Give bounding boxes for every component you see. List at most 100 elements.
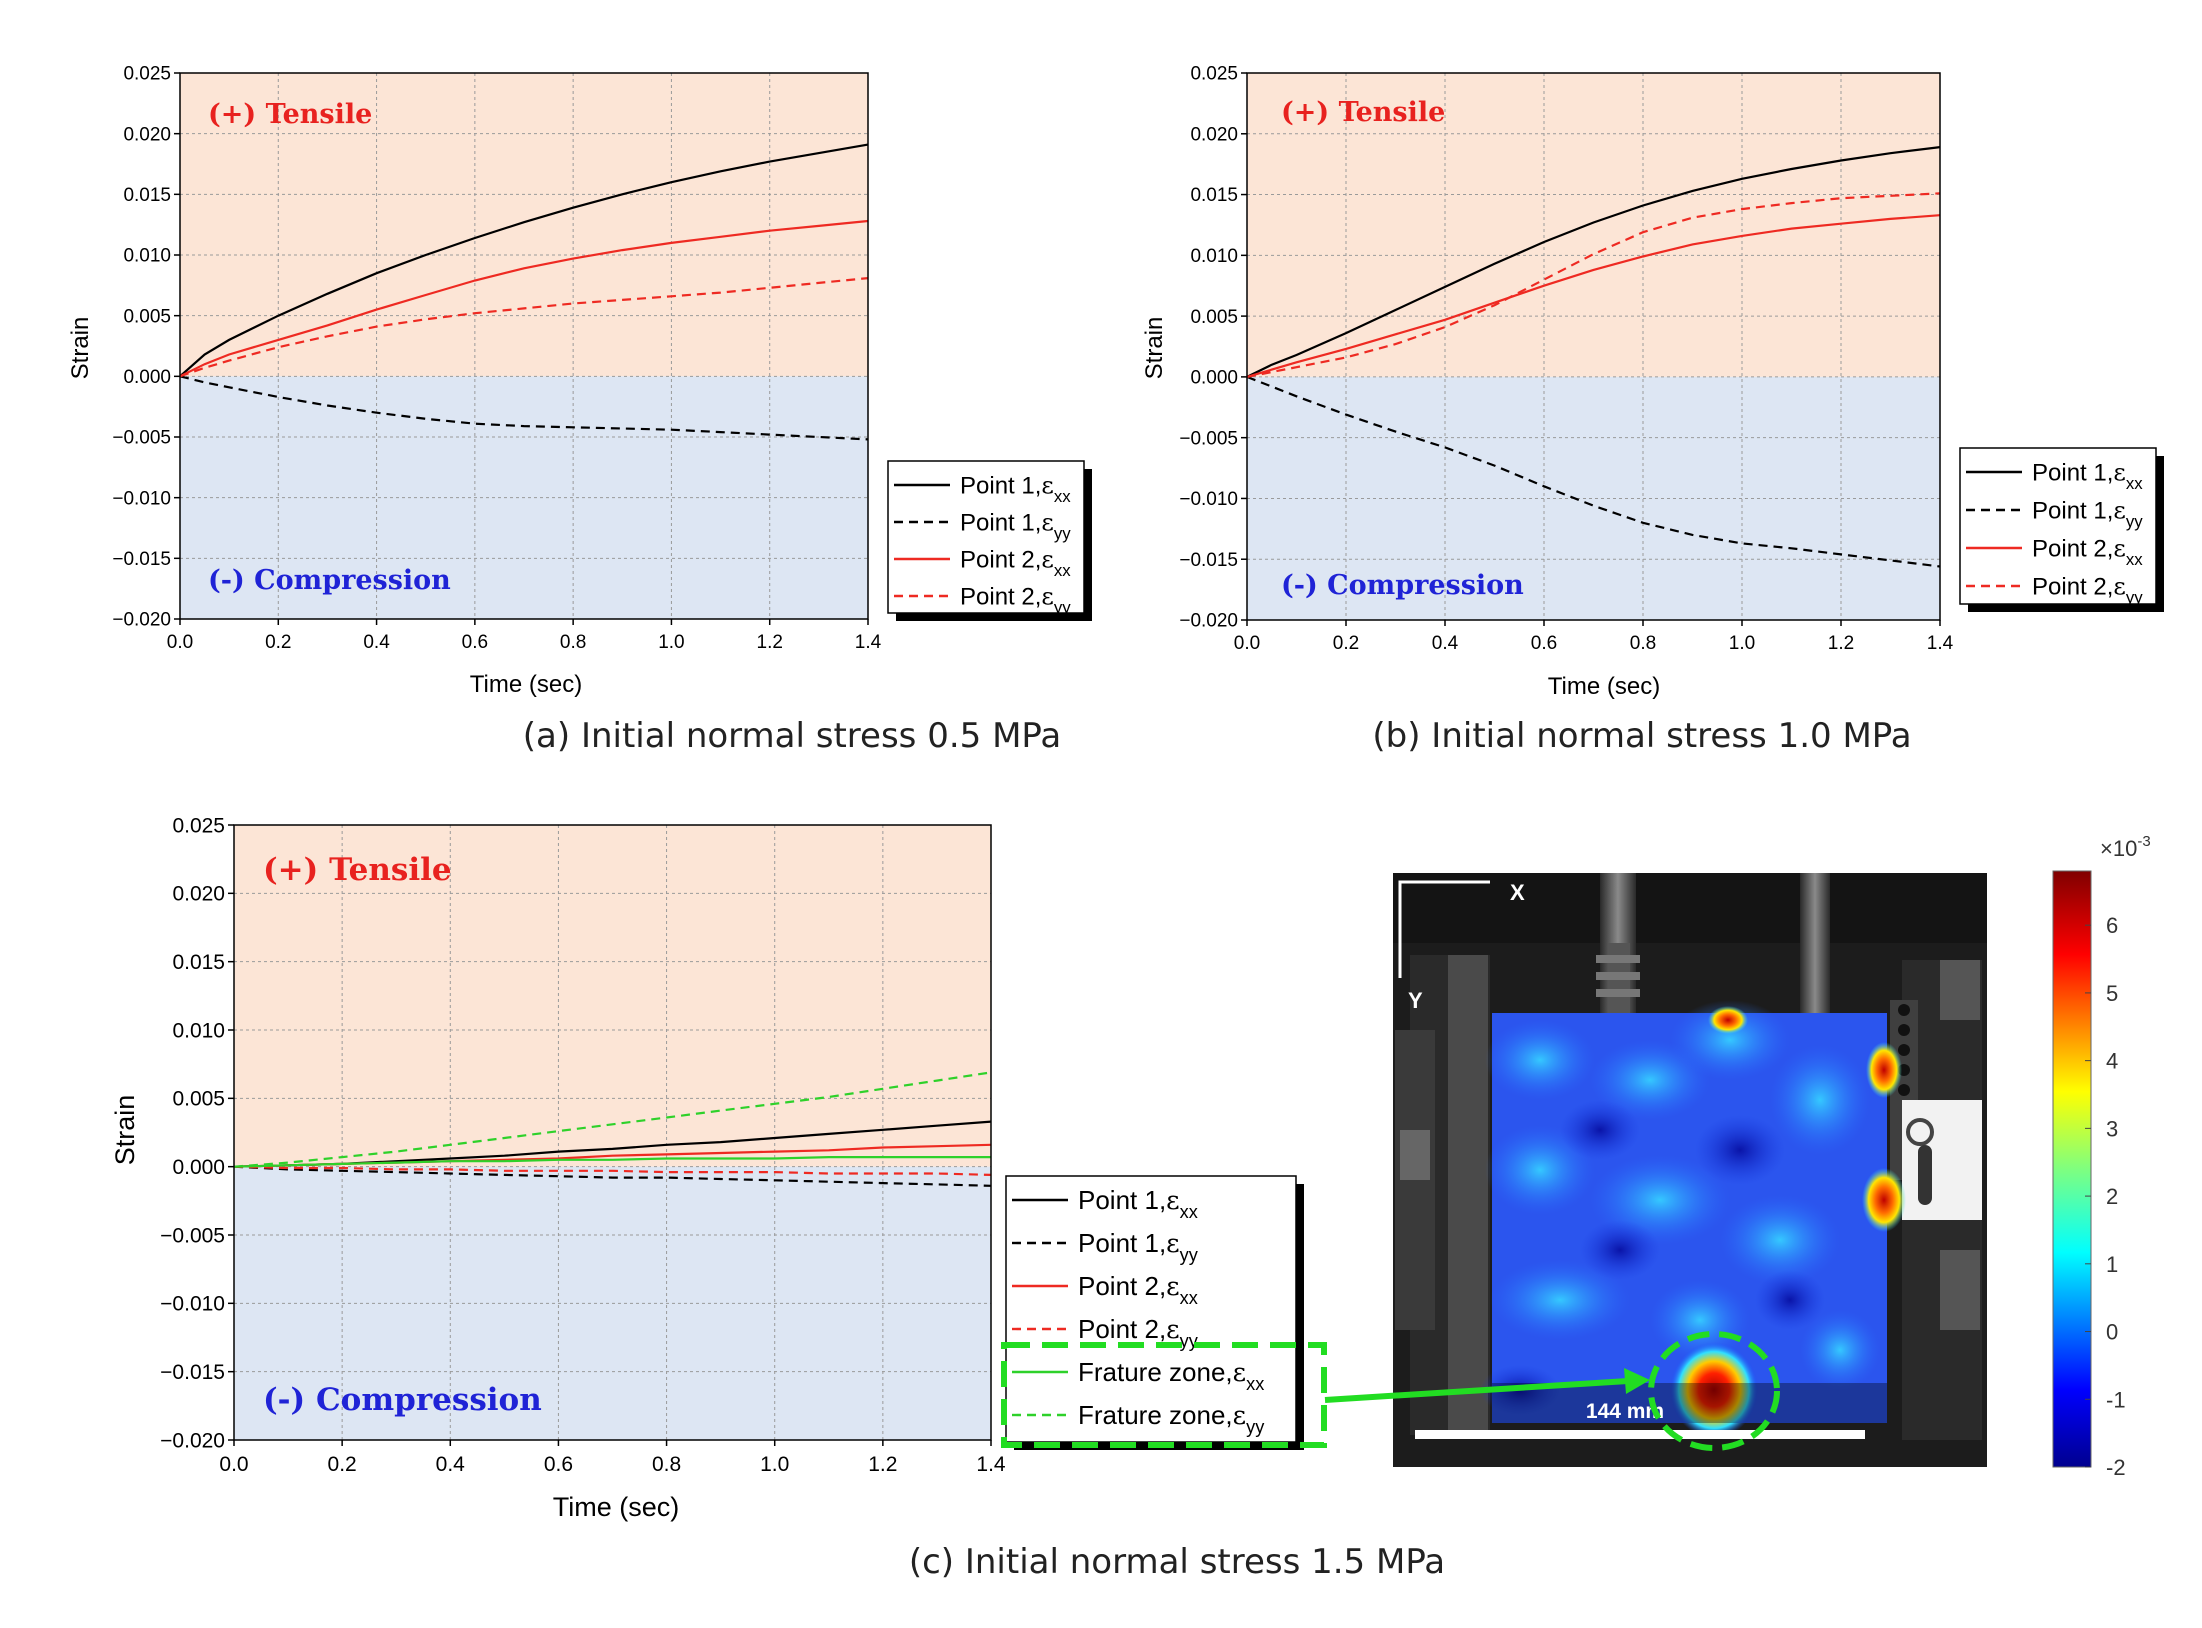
x-tick-label: 0.2	[1333, 633, 1359, 654]
x-tick-label: 1.4	[855, 632, 882, 653]
colorbar-tick-label: 6	[2106, 913, 2118, 938]
x-tick-label: 0.4	[1432, 633, 1459, 654]
x-tick-label: 0.4	[363, 632, 390, 653]
scale-bar-label: 144 mm	[1586, 1400, 1664, 1423]
y-tick-label: 0.005	[1190, 307, 1238, 328]
y-tick-label: 0.000	[123, 367, 171, 388]
y-tick-label: 0.015	[1190, 185, 1238, 206]
x-axis-label: Time (sec)	[1548, 673, 1660, 700]
caption: (a) Initial normal stress 0.5 MPa	[523, 716, 1061, 756]
x-tick-label: 0.4	[436, 1453, 466, 1476]
legend-entry: Point 1,εxx	[2032, 458, 2143, 492]
series-point-2-yy	[1246, 192, 1941, 378]
series-point-2-xx	[1246, 214, 1941, 378]
series-lines	[233, 1071, 992, 1187]
x-axis-label: Time (sec)	[470, 671, 582, 698]
y-tick-label: 0.010	[172, 1019, 225, 1042]
axis-x-label: X	[1510, 880, 1525, 905]
legend-entry: Point 1,εyy	[1078, 1228, 1199, 1265]
y-tick-label: −0.015	[112, 549, 171, 570]
x-tick-label: 0.0	[167, 632, 193, 653]
x-tick-label: 0.6	[1531, 633, 1557, 654]
x-tick-labels: 0.0 0.2 0.4 0.6 0.8 1.0 1.2 1.4	[167, 632, 882, 653]
x-tick-label: 1.4	[1927, 633, 1954, 654]
series-point-1-xx	[1246, 146, 1941, 378]
y-axis-label: Strain	[67, 317, 94, 380]
colorbar-tick-label: 2	[2106, 1184, 2118, 1209]
x-tick-labels: 0.0 0.2 0.4 0.6 0.8 1.0 1.2 1.4	[219, 1453, 1006, 1476]
series-point-2-xx	[179, 219, 869, 378]
x-tick-labels: 0.0 0.2 0.4 0.6 0.8 1.0 1.2 1.4	[1234, 633, 1954, 654]
y-tick-labels: 0.025 0.020 0.015 0.010 0.005 0.000 −0.005 −0.0…	[160, 814, 225, 1452]
y-tick-label: 0.020	[1190, 124, 1238, 145]
fracture-zone-arrow	[1324, 1378, 1629, 1403]
grid-lines	[174, 72, 869, 625]
legend-entry: Point 2,εyy	[1078, 1314, 1199, 1351]
series-lines	[1246, 146, 1941, 568]
x-tick-label: 0.0	[1234, 633, 1260, 654]
grid-lines	[228, 824, 992, 1446]
y-tick-label: 0.020	[172, 883, 225, 906]
plot-frame	[1246, 72, 1941, 621]
colorbar-tick-label: 4	[2106, 1049, 2118, 1074]
series-point-1-yy	[233, 1165, 992, 1187]
legend-entry: Point 1,εyy	[2032, 496, 2143, 530]
tensile-label: (+) Tensile	[208, 99, 372, 130]
colorbar-tick-label: 5	[2106, 981, 2118, 1006]
legend-entry: Point 2,εxx	[2032, 534, 2143, 568]
axis-indicator	[1398, 880, 1490, 978]
compression-label: (-) Compression	[208, 565, 451, 596]
tensile-region	[234, 825, 991, 1167]
series-point-1-yy	[179, 375, 869, 441]
legend-entry: Frature zone,εxx	[1078, 1357, 1264, 1394]
y-tick-label: −0.010	[1179, 489, 1238, 510]
series-lines	[179, 143, 869, 441]
strain-field	[1480, 1000, 1906, 1438]
axis-y-label: Y	[1408, 988, 1423, 1013]
legend: Point 1,εxx Point 1,εyy Point 2,εxx Point 2…	[1001, 1175, 1327, 1450]
x-tick-label: 1.0	[760, 1453, 789, 1476]
colorbar-tick-labels: 6 5 4 3 2 1 0 -1 -2	[2085, 913, 2126, 1480]
legend-entry: Point 2,εxx	[1078, 1271, 1198, 1308]
series-point-2-yy	[233, 1165, 992, 1176]
y-tick-label: −0.015	[1179, 550, 1238, 571]
series-point-2-yy	[179, 277, 869, 378]
y-tick-label: −0.010	[160, 1293, 225, 1316]
colorbar-tick-label: -2	[2106, 1455, 2126, 1480]
x-tick-label: 0.2	[328, 1453, 357, 1476]
x-tick-label: 1.4	[976, 1453, 1006, 1476]
series-frature-zone-yy	[233, 1071, 992, 1168]
y-tick-label: 0.015	[123, 185, 171, 206]
y-tick-label: −0.020	[160, 1429, 225, 1452]
x-tick-label: 1.0	[1729, 633, 1755, 654]
x-tick-label: 0.6	[462, 632, 488, 653]
y-axis-label: Strain	[110, 1095, 140, 1166]
chart-panel-b: 0.0 0.2 0.4 0.6 0.8 1.0 1.2 1.4 0.025 0.020 0.015…	[1141, 64, 2164, 756]
fracture-zone-circle	[1648, 1331, 1780, 1451]
caption: (c) Initial normal stress 1.5 MPa	[909, 1542, 1445, 1582]
y-tick-label: 0.005	[123, 306, 171, 327]
chart-panel-c: 0.0 0.2 0.4 0.6 0.8 1.0 1.2 1.4 0.025 0.020 0.015…	[110, 814, 1445, 1582]
plot-frame	[179, 72, 869, 620]
x-tick-label: 0.8	[652, 1453, 681, 1476]
y-tick-label: −0.020	[112, 610, 171, 631]
legend-entry: Point 1,εxx	[960, 471, 1071, 505]
y-tick-label: 0.015	[172, 951, 225, 974]
x-tick-label: 0.0	[219, 1453, 248, 1476]
compression-label: (-) Compression	[1281, 570, 1524, 601]
y-tick-label: 0.025	[1190, 64, 1238, 85]
x-tick-label: 1.2	[868, 1453, 897, 1476]
chart-panel-a: 0.0 0.2 0.4 0.6 0.8 1.0 1.2 1.4 0.025 0.020 0.015…	[67, 64, 1092, 756]
x-tick-label: 0.8	[560, 632, 586, 653]
colorbar-gradient	[2052, 870, 2092, 1468]
arrow-head-icon	[1624, 1368, 1650, 1394]
legend: Point 1,εxx Point 1,εyy Point 2,εxx Point 2…	[1959, 447, 2164, 612]
grid-lines	[1241, 72, 1941, 626]
y-tick-label: −0.010	[112, 488, 171, 509]
colorbar-tick-label: 3	[2106, 1116, 2118, 1141]
x-tick-label: 0.6	[544, 1453, 573, 1476]
x-axis-label: Time (sec)	[553, 1492, 680, 1522]
tensile-region	[180, 73, 868, 377]
y-tick-label: 0.005	[172, 1088, 225, 1111]
